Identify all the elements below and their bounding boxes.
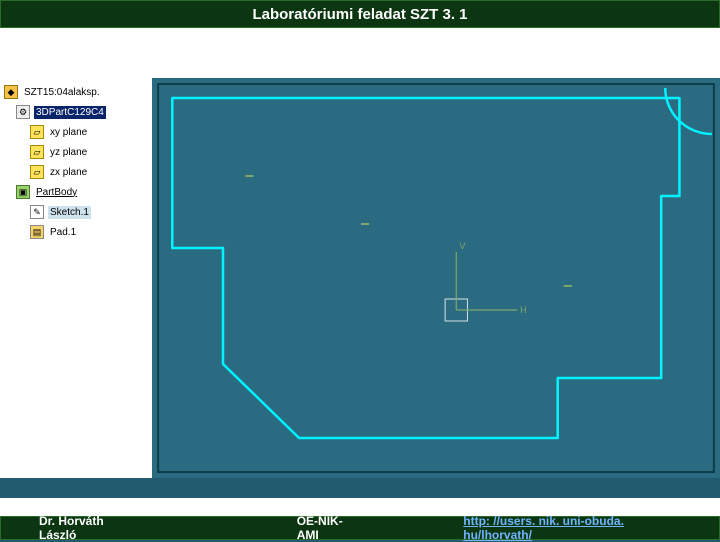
- part-icon: ◆: [4, 85, 18, 99]
- plane-icon: ▱: [30, 165, 44, 179]
- tree-selected-label: 3DPartC129C4: [34, 106, 106, 119]
- svg-text:V: V: [459, 241, 465, 251]
- tree-root[interactable]: ◆ SZT15:04alaksp.: [2, 82, 150, 102]
- arc-top-right: [665, 88, 712, 134]
- tree-body-label: PartBody: [34, 186, 79, 199]
- tree-root-label: SZT15:04alaksp.: [22, 86, 102, 99]
- sketch-svg: H V: [152, 78, 720, 478]
- slide-title-bar: Laboratóriumi feladat SZT 3. 1: [0, 0, 720, 28]
- footer-bar: Dr. Horváth László ÓE-NIK-AMI http: //us…: [0, 516, 720, 540]
- footer: Dr. Horváth László ÓE-NIK-AMI http: //us…: [0, 498, 720, 540]
- plane-icon: ▱: [30, 145, 44, 159]
- svg-text:H: H: [520, 305, 527, 315]
- footer-org: ÓE-NIK-AMI: [297, 514, 361, 542]
- footer-author: Dr. Horváth László: [39, 514, 138, 542]
- sketch-icon: ✎: [30, 205, 44, 219]
- sketch-frame: [158, 84, 714, 472]
- upper-white-gap: [0, 28, 720, 78]
- tree-plane-zx[interactable]: ▱ zx plane: [2, 162, 150, 182]
- tree-pad-label: Pad.1: [48, 226, 78, 239]
- tree-plane-zx-label: zx plane: [48, 166, 89, 179]
- origin-marker: H V: [445, 241, 527, 321]
- body-icon: ▣: [16, 185, 30, 199]
- footer-link[interactable]: http: //users. nik. uni-obuda. hu/lhorva…: [463, 514, 681, 542]
- plane-icon: ▱: [30, 125, 44, 139]
- main-area: ◆ SZT15:04alaksp. ⚙ 3DPartC129C4 ▱ xy pl…: [0, 78, 720, 478]
- sketch-canvas[interactable]: H V: [152, 78, 720, 478]
- pad-icon: ▤: [30, 225, 44, 239]
- dimension-markers: [245, 176, 572, 286]
- sketch-profile[interactable]: [172, 98, 679, 438]
- tree-sketch-label: Sketch.1: [48, 206, 91, 219]
- tree-sketch[interactable]: ✎ Sketch.1: [2, 202, 150, 222]
- tree-body[interactable]: ▣ PartBody: [2, 182, 150, 202]
- tree-selected-node[interactable]: ⚙ 3DPartC129C4: [2, 102, 150, 122]
- gear-icon: ⚙: [16, 105, 30, 119]
- tree-plane-yz-label: yz plane: [48, 146, 89, 159]
- tree-plane-xy[interactable]: ▱ xy plane: [2, 122, 150, 142]
- tree-pad[interactable]: ▤ Pad.1: [2, 222, 150, 242]
- feature-tree[interactable]: ◆ SZT15:04alaksp. ⚙ 3DPartC129C4 ▱ xy pl…: [0, 78, 152, 478]
- slide-title: Laboratóriumi feladat SZT 3. 1: [252, 6, 467, 23]
- tree-plane-xy-label: xy plane: [48, 126, 89, 139]
- tree-plane-yz[interactable]: ▱ yz plane: [2, 142, 150, 162]
